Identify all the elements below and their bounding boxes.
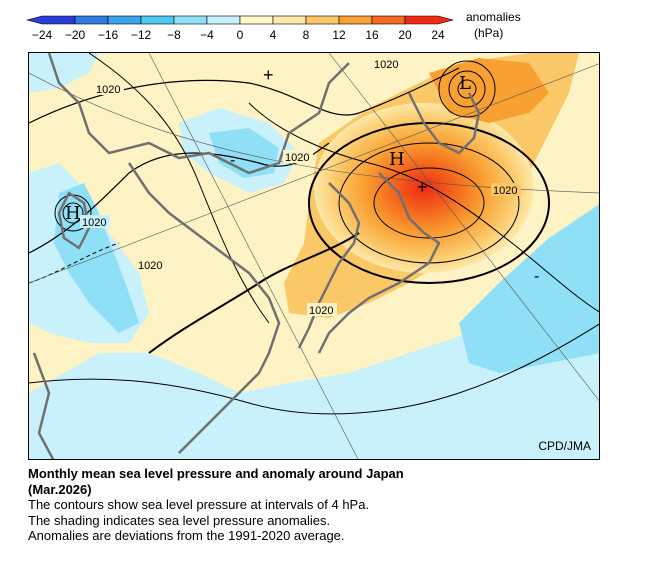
- colorbar-tick-label: 24: [431, 28, 445, 42]
- isobar-label-1020-g: 1020: [309, 305, 333, 317]
- anomaly-min-marker-east: -: [534, 268, 539, 285]
- isobar-label-1020-c: 1020: [285, 152, 309, 164]
- anomaly-colorbar: −24 −20 −16 −12 −8 −4 0 4 8 12 16 20 24 anomalies (h…: [25, 10, 521, 42]
- caption-anomaly-note: Anomalies are deviations from the 1991-2…: [28, 528, 345, 543]
- anomaly-max-marker-north: +: [263, 65, 274, 85]
- colorbar-swatch: [239, 15, 274, 25]
- colorbar-swatch: [404, 15, 455, 25]
- colorbar-swatch: [25, 15, 76, 25]
- isobar-labels: 1020 1020 1020 1020 1020 1020 1020: [80, 57, 521, 317]
- colorbar-tick-labels: −24 −20 −16 −12 −8 −4 0 4 8 12 16 20 24: [32, 28, 445, 42]
- pressure-anomaly-map: H H L + + - - 1020 1020 1020 1020 1020 1…: [28, 52, 600, 460]
- colorbar-swatch: [305, 15, 340, 25]
- colorbar-unit-label: anomalies: [466, 10, 521, 24]
- negative-anomaly-east-pacific: [459, 204, 599, 373]
- colorbar-tick-label: 0: [237, 28, 244, 42]
- negative-anomaly-west-core: [54, 183, 139, 333]
- negative-anomaly-north-core: [209, 128, 279, 178]
- caption-title-date: (Mar.2026): [28, 481, 92, 497]
- negative-anomaly-top-left: [29, 53, 99, 93]
- negative-anomaly-southwest: [29, 273, 599, 459]
- high-pressure-marker-japan: H: [389, 149, 405, 170]
- positive-anomaly-northeast: [429, 58, 549, 123]
- colorbar-tick-label: −24: [32, 28, 53, 42]
- colorbar-swatch: [173, 15, 208, 25]
- map-canvas: H H L + + - - 1020 1020 1020 1020 1020 1…: [29, 53, 599, 459]
- isobar-label-1020-b: 1020: [374, 59, 398, 71]
- caption-shading-note: The shading indicates sea level pressure…: [28, 512, 331, 528]
- colorbar-tick-label: 12: [332, 28, 346, 42]
- positive-anomaly-core: [314, 103, 534, 273]
- colorbar-tick-label: −16: [98, 28, 119, 42]
- high-pressure-marker-west: H: [65, 203, 81, 224]
- coastlines: [32, 53, 481, 459]
- colorbar-tick-label: 20: [398, 28, 412, 42]
- colorbar-swatch: [74, 15, 109, 25]
- isobar-label-1020-a: 1020: [96, 84, 120, 96]
- caption-title: Monthly mean sea level pressure and anom…: [28, 466, 404, 481]
- colorbar-swatch: [338, 15, 373, 25]
- colorbar-unit-sublabel: (hPa): [474, 26, 503, 40]
- colorbar-swatch: [140, 15, 175, 25]
- anomaly-min-marker-north: -: [230, 152, 235, 169]
- isobar-label-1020-d: 1020: [493, 185, 517, 197]
- colorbar-swatch: [206, 15, 241, 25]
- anomaly-max-marker-japan: +: [417, 177, 428, 197]
- colorbar-swatch: [371, 15, 406, 25]
- low-pressure-marker: L: [459, 73, 471, 94]
- colorbar-tick-label: −4: [200, 28, 214, 42]
- colorbar-tick-label: −8: [167, 28, 181, 42]
- isobar-contours: [29, 53, 599, 415]
- caption-contour-note: The contours show sea level pressure at …: [28, 497, 370, 512]
- colorbar-tick-label: 8: [303, 28, 310, 42]
- colorbar-swatch: [107, 15, 142, 25]
- map-caption: Monthly mean sea level pressure and anom…: [28, 466, 628, 544]
- colorbar-swatches: [25, 15, 455, 25]
- colorbar-tick-label: −12: [131, 28, 152, 42]
- map-credit: CPD/JMA: [538, 439, 591, 453]
- isobar-label-1020-f: 1020: [138, 260, 162, 272]
- colorbar-tick-label: −20: [65, 28, 86, 42]
- isobar-label-1020-e: 1020: [82, 217, 106, 229]
- colorbar-tick-label: 4: [270, 28, 277, 42]
- colorbar-swatch: [272, 15, 307, 25]
- colorbar-tick-label: 16: [365, 28, 379, 42]
